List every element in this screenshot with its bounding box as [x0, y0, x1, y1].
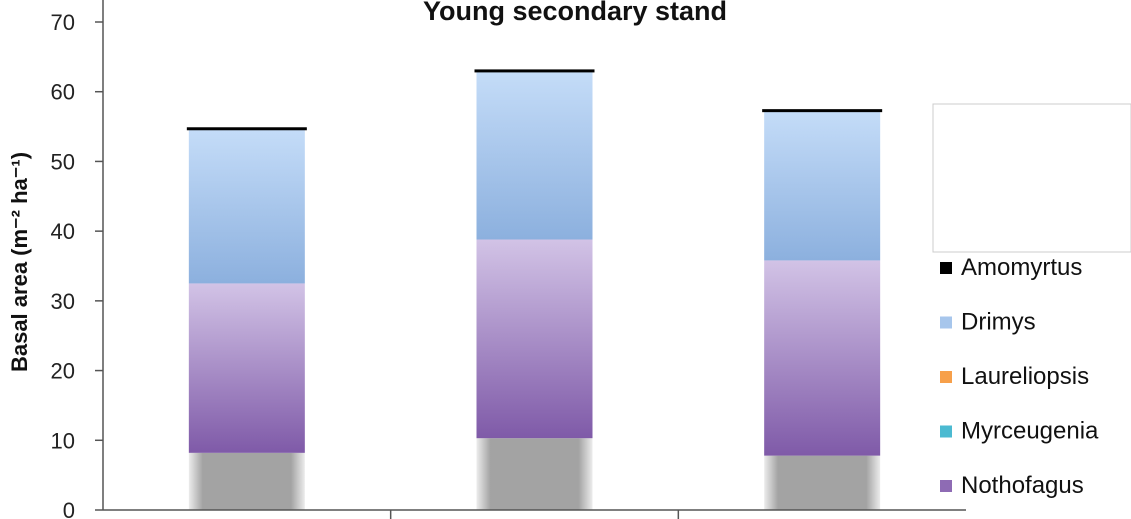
legend-label-myrceugenia: Myrceugenia [961, 418, 1099, 445]
y-tick-label: 50 [51, 149, 75, 174]
legend-label-nothofagus: Nothofagus [961, 472, 1084, 499]
legend-swatch-amomyrtus [940, 262, 952, 274]
bar-segment-drimys [476, 72, 593, 240]
bar-segment-amomyrtus [762, 109, 883, 113]
x-axis [103, 509, 966, 519]
bar-segment-drimys [188, 130, 305, 284]
y-axis: 0 10 20 30 40 50 60 70 [51, 0, 104, 519]
legend-swatch-myrceugenia [940, 425, 952, 438]
legend-label-amomyrtus: Amomyrtus [961, 254, 1082, 281]
legend-box [932, 103, 1131, 253]
bar-segment-nothofagus [764, 260, 881, 456]
y-axis-label: Basal area (m⁻² ha⁻¹) [7, 152, 32, 372]
y-tick-label: 30 [51, 289, 75, 314]
bar-segment-amomyrtus [474, 69, 595, 73]
bar-segment-nothofagus [188, 283, 305, 453]
bar-segment-base [476, 438, 593, 510]
bars [186, 69, 883, 510]
y-tick-label: 20 [51, 359, 75, 384]
legend-label-drimys: Drimys [961, 309, 1036, 336]
bar-segment-base [188, 452, 305, 510]
legend: Amomyrtus Drimys Laureliopsis Myrceugenia No… [940, 254, 1099, 499]
y-tick-label: 0 [63, 498, 75, 519]
bar-segment-amomyrtus [186, 127, 307, 131]
y-tick-label: 60 [51, 80, 75, 105]
legend-swatch-laureliopsis [940, 371, 952, 383]
chart-title: Young secondary stand [423, 0, 727, 26]
y-tick-label: 10 [51, 428, 75, 453]
bar-segment-nothofagus [476, 239, 593, 439]
bar-segment-drimys [764, 111, 881, 261]
y-tick-label: 70 [51, 10, 75, 35]
legend-swatch-nothofagus [940, 480, 952, 492]
legend-label-laureliopsis: Laureliopsis [961, 363, 1089, 390]
legend-swatch-drimys [940, 316, 952, 329]
bar-segment-base [764, 455, 881, 510]
y-tick-label: 40 [51, 219, 75, 244]
